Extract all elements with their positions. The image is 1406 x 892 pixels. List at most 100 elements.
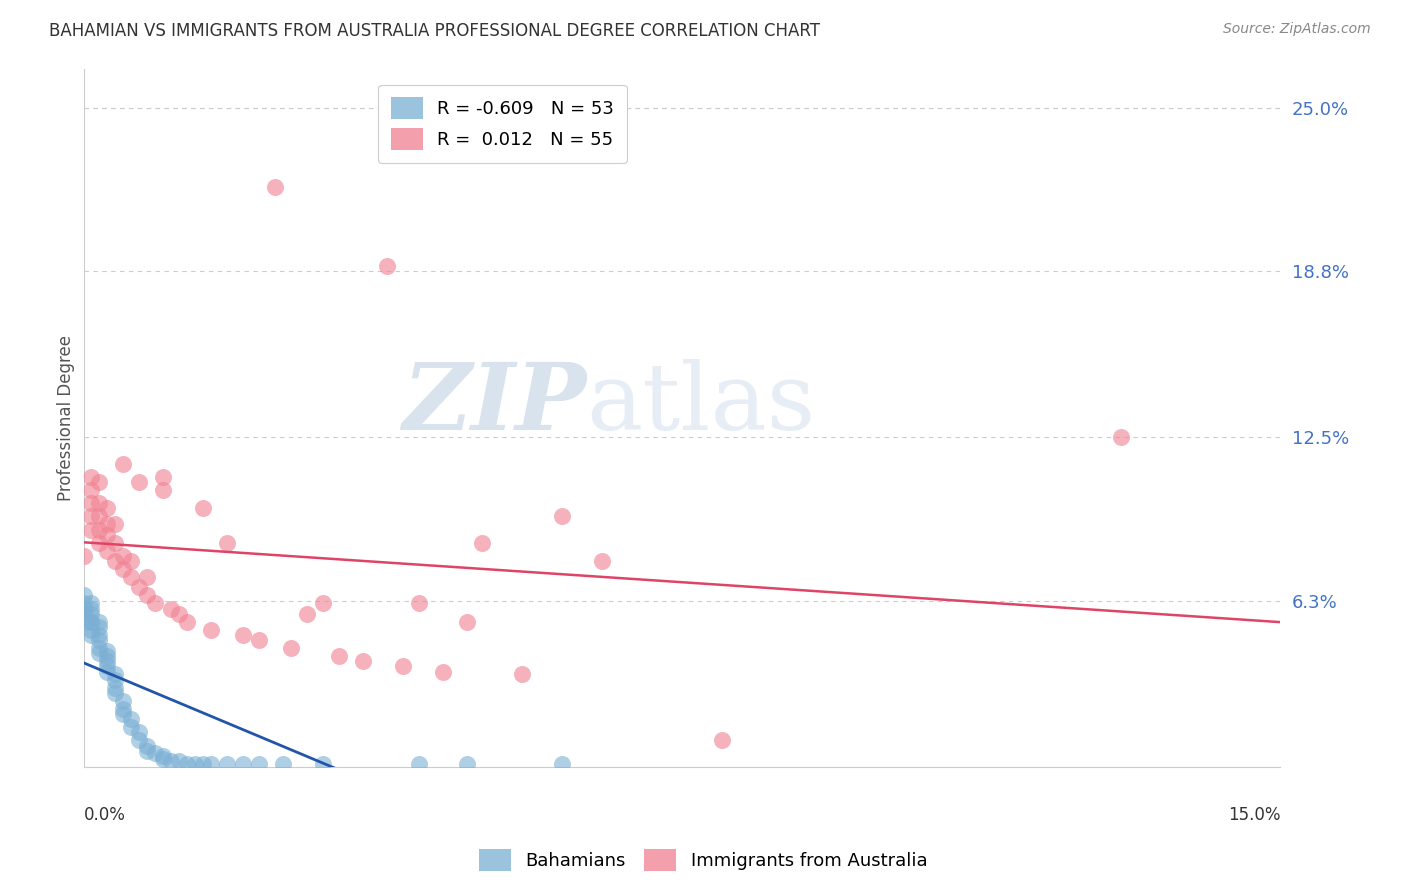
Point <box>80 483 103 497</box>
Point <box>128 581 150 595</box>
Point <box>104 681 127 695</box>
Point <box>72 601 94 615</box>
Point <box>80 615 103 629</box>
Point <box>89 496 111 510</box>
Point <box>176 756 198 771</box>
Point <box>312 596 335 610</box>
Point <box>96 528 118 542</box>
Point <box>96 517 118 532</box>
Point <box>184 756 207 771</box>
Point <box>512 667 534 681</box>
Point <box>104 554 127 568</box>
Point <box>80 470 103 484</box>
Point <box>232 628 254 642</box>
Point <box>120 570 142 584</box>
Point <box>1109 430 1132 444</box>
Point <box>169 755 191 769</box>
Text: 0.0%: 0.0% <box>83 806 125 824</box>
Point <box>72 615 94 629</box>
Point <box>80 607 103 621</box>
Point <box>80 601 103 615</box>
Legend: R = -0.609   N = 53, R =  0.012   N = 55: R = -0.609 N = 53, R = 0.012 N = 55 <box>378 85 627 163</box>
Point <box>96 659 118 673</box>
Point <box>193 501 215 516</box>
Point <box>96 665 118 679</box>
Point <box>391 659 413 673</box>
Point <box>112 706 135 721</box>
Point <box>160 755 183 769</box>
Point <box>232 756 254 771</box>
Text: ZIP: ZIP <box>402 359 586 449</box>
Point <box>280 641 302 656</box>
Point <box>89 615 111 629</box>
Point <box>112 694 135 708</box>
Text: atlas: atlas <box>586 359 815 449</box>
Text: 15.0%: 15.0% <box>1227 806 1281 824</box>
Point <box>89 633 111 648</box>
Point <box>432 665 454 679</box>
Point <box>89 523 111 537</box>
Point <box>136 570 159 584</box>
Point <box>143 596 166 610</box>
Point <box>80 509 103 524</box>
Point <box>200 756 222 771</box>
Point <box>72 549 94 563</box>
Point <box>80 623 103 637</box>
Point <box>72 588 94 602</box>
Point <box>104 535 127 549</box>
Point <box>112 457 135 471</box>
Point <box>80 615 103 629</box>
Point <box>271 756 294 771</box>
Point <box>143 747 166 761</box>
Point <box>152 749 174 764</box>
Point <box>96 501 118 516</box>
Text: Source: ZipAtlas.com: Source: ZipAtlas.com <box>1223 22 1371 37</box>
Point <box>72 607 94 621</box>
Point <box>710 733 733 747</box>
Point <box>217 535 239 549</box>
Point <box>112 549 135 563</box>
Point <box>136 588 159 602</box>
Point <box>80 596 103 610</box>
Point <box>120 712 142 726</box>
Point <box>152 470 174 484</box>
Point <box>176 615 198 629</box>
Point <box>89 646 111 660</box>
Point <box>247 633 270 648</box>
Point <box>96 648 118 663</box>
Point <box>264 180 287 194</box>
Point <box>112 701 135 715</box>
Point <box>160 601 183 615</box>
Point <box>89 535 111 549</box>
Point <box>247 756 270 771</box>
Point <box>551 509 574 524</box>
Legend: Bahamians, Immigrants from Australia: Bahamians, Immigrants from Australia <box>471 842 935 879</box>
Point <box>152 752 174 766</box>
Text: BAHAMIAN VS IMMIGRANTS FROM AUSTRALIA PROFESSIONAL DEGREE CORRELATION CHART: BAHAMIAN VS IMMIGRANTS FROM AUSTRALIA PR… <box>49 22 820 40</box>
Point <box>295 607 318 621</box>
Y-axis label: Professional Degree: Professional Degree <box>58 334 75 500</box>
Point <box>169 607 191 621</box>
Point <box>471 535 494 549</box>
Point <box>408 756 430 771</box>
Point <box>408 596 430 610</box>
Point <box>96 643 118 657</box>
Point <box>104 686 127 700</box>
Point <box>120 720 142 734</box>
Point <box>136 739 159 753</box>
Point <box>104 517 127 532</box>
Point <box>80 628 103 642</box>
Point <box>89 641 111 656</box>
Point <box>72 596 94 610</box>
Point <box>128 475 150 489</box>
Point <box>456 756 478 771</box>
Point <box>152 483 174 497</box>
Point <box>591 554 613 568</box>
Point <box>193 756 215 771</box>
Point <box>312 756 335 771</box>
Point <box>551 756 574 771</box>
Point <box>217 756 239 771</box>
Point <box>80 496 103 510</box>
Point <box>89 509 111 524</box>
Point <box>352 654 374 668</box>
